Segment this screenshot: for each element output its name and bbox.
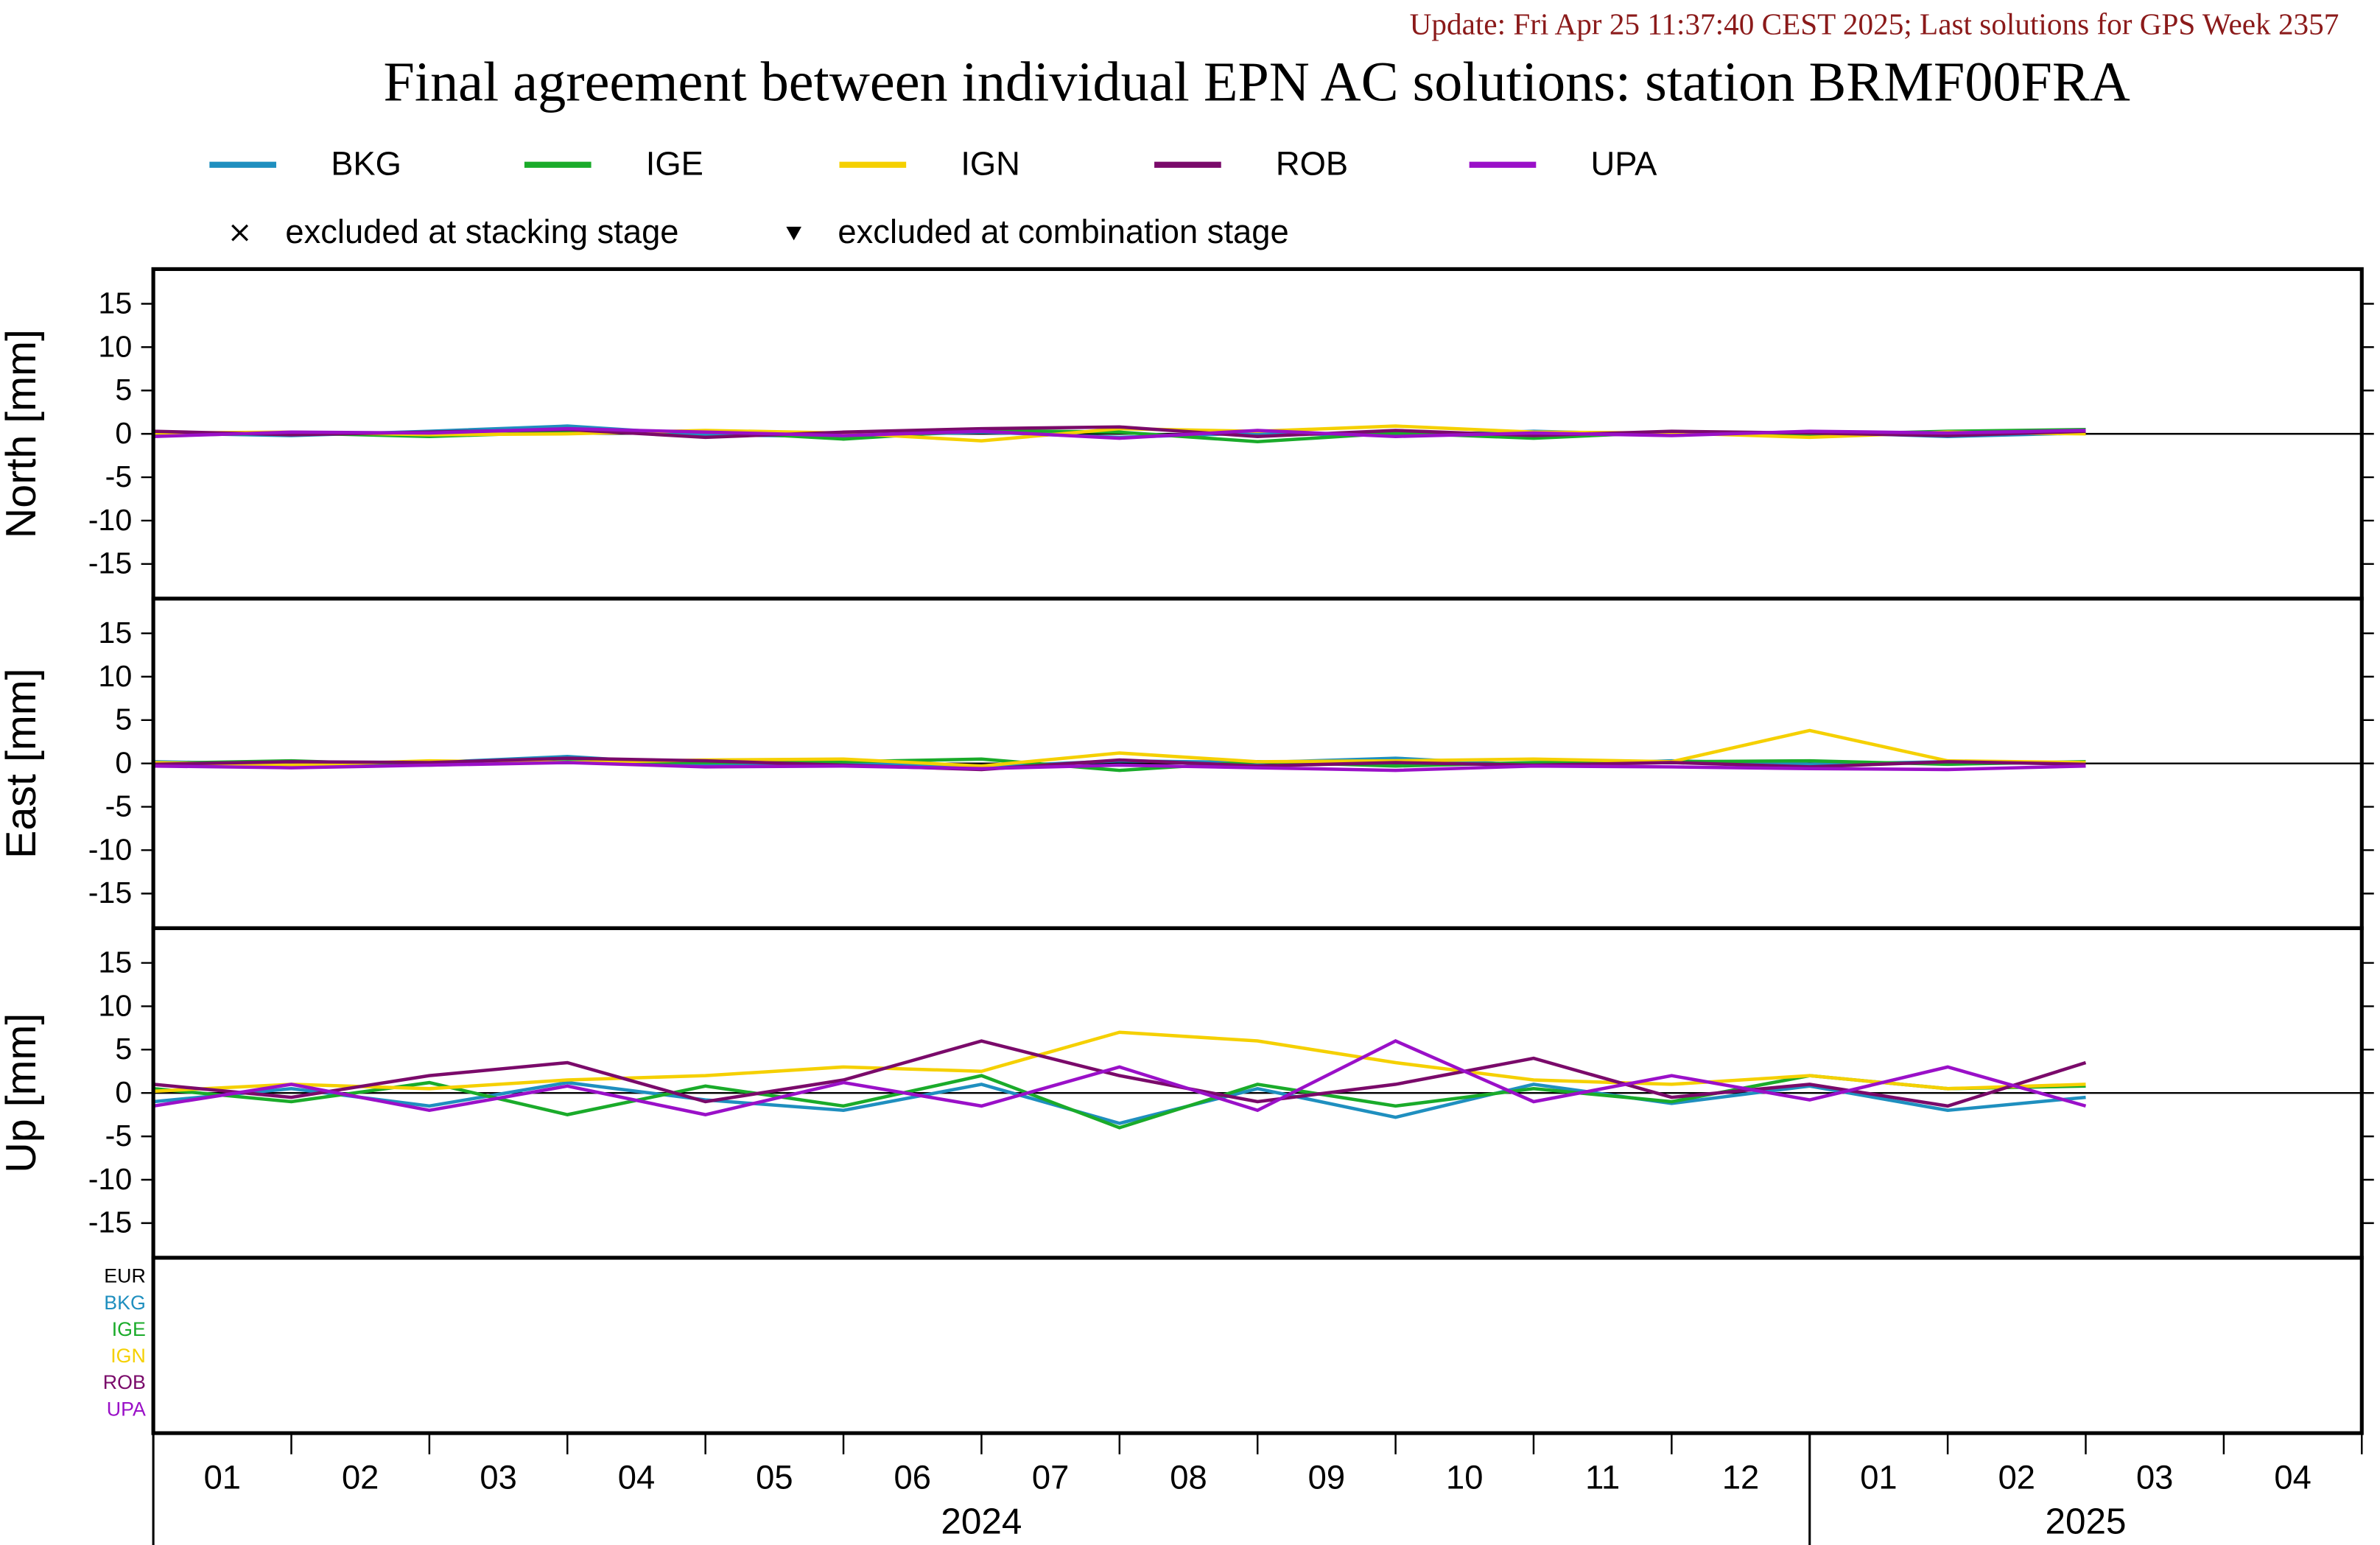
series-line [153,761,2086,772]
x-tick-label: 02 [1998,1459,2035,1496]
ac-label: IGN [110,1345,146,1367]
y-tick-label: -15 [88,1206,133,1239]
y-tick-label: -5 [105,1119,133,1152]
x-tick-label: 02 [342,1459,379,1496]
y-tick-label: -10 [88,1162,133,1196]
y-tick-label: -5 [105,460,133,493]
y-tick-label: 0 [115,1075,132,1109]
y-tick-label: 5 [115,373,132,407]
y-tick-label: 15 [98,946,132,979]
x-tick-label: 06 [894,1459,931,1496]
x-tick-label: 01 [204,1459,241,1496]
x-tick-label: 08 [1170,1459,1207,1496]
y-tick-label: 10 [98,988,132,1022]
series-line [153,1039,2087,1116]
panel-lines [153,728,2086,772]
y-tick-label: 10 [98,659,132,693]
y-axis-label: North [mm] [0,329,45,538]
panel-lines [153,1030,2087,1130]
x-tick-label: 03 [480,1459,516,1496]
series-line [153,1074,2086,1130]
series-line [153,424,2086,443]
symbol-legend-text: excluded at stacking stage [285,213,678,250]
ac-label: BKG [104,1292,146,1314]
legend-label: IGN [961,145,1020,183]
ac-label: ROB [103,1371,146,1393]
x-tick-label: 04 [2274,1459,2311,1496]
ac-label: IGE [112,1318,146,1340]
series-line [153,426,2086,440]
symbol-legend-text: excluded at combination stage [838,213,1288,250]
year-label: 2024 [941,1501,1022,1541]
legend-label: BKG [331,145,401,183]
ac-label: EUR [104,1265,146,1287]
y-tick-label: 0 [115,416,132,450]
y-tick-label: 15 [98,616,132,650]
y-tick-label: 0 [115,746,132,780]
panel-frame [151,1256,2364,1435]
legend-label: ROB [1276,145,1348,183]
combination-symbol [786,226,801,241]
y-tick-label: 5 [115,1032,132,1066]
legend-label: UPA [1590,145,1657,183]
ac-label: UPA [107,1398,146,1420]
y-axis-label: East [mm] [0,668,45,859]
chart-title: Final agreement between individual EPN A… [384,52,2130,113]
x-tick-label: 12 [1722,1459,1759,1496]
series-line [153,1030,2086,1094]
y-tick-label: -10 [88,503,133,537]
stacking-symbol [231,224,249,242]
y-tick-label: -5 [105,789,133,823]
x-tick-label: 10 [1446,1459,1483,1496]
x-tick-label: 01 [1860,1459,1897,1496]
x-tick-label: 11 [1585,1459,1620,1496]
year-label: 2025 [2045,1501,2126,1541]
y-axis-label: Up [mm] [0,1013,45,1173]
series-line [153,756,2086,772]
update-note: Update: Fri Apr 25 11:37:40 CEST 2025; L… [1410,7,2339,41]
x-tick-label: 04 [618,1459,655,1496]
legend-label: IGE [646,145,703,183]
series-line [153,1039,2087,1108]
x-tick-label: 09 [1308,1459,1345,1496]
y-tick-label: -15 [88,546,133,580]
x-tick-label: 05 [756,1459,793,1496]
y-tick-label: -10 [88,832,133,866]
y-tick-label: -15 [88,876,133,909]
y-tick-label: 10 [98,329,132,363]
y-tick-label: 5 [115,703,132,736]
panel-lines [153,424,2086,444]
x-tick-label: 07 [1032,1459,1069,1496]
y-tick-label: 15 [98,286,132,320]
x-tick-label: 03 [2136,1459,2173,1496]
